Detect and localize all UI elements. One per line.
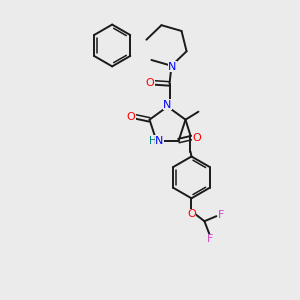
Text: O: O	[126, 112, 135, 122]
Text: H: H	[148, 136, 156, 146]
Text: O: O	[145, 78, 154, 88]
Text: O: O	[192, 133, 201, 143]
Text: F: F	[207, 234, 214, 244]
Text: F: F	[218, 210, 224, 220]
Text: N: N	[155, 136, 164, 146]
Text: O: O	[187, 209, 196, 219]
Text: N: N	[168, 62, 177, 72]
Text: N: N	[163, 100, 172, 110]
